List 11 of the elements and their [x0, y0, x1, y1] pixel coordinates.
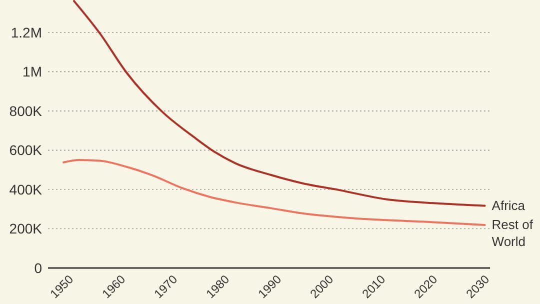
- y-tick-label: 600K: [9, 142, 43, 158]
- y-tick-label: 800K: [9, 102, 43, 119]
- y-tick-label: 1M: [22, 64, 42, 80]
- y-tick-label: 400K: [9, 181, 43, 198]
- y-tick-label: 1.2M: [10, 24, 42, 40]
- series-label: Africa: [492, 198, 526, 213]
- series-label: Rest of World: [492, 217, 534, 250]
- line-series: [73, 0, 486, 207]
- y-tick-label: 0: [34, 260, 42, 276]
- line-series: [62, 159, 486, 226]
- y-tick-label: 200K: [9, 220, 43, 237]
